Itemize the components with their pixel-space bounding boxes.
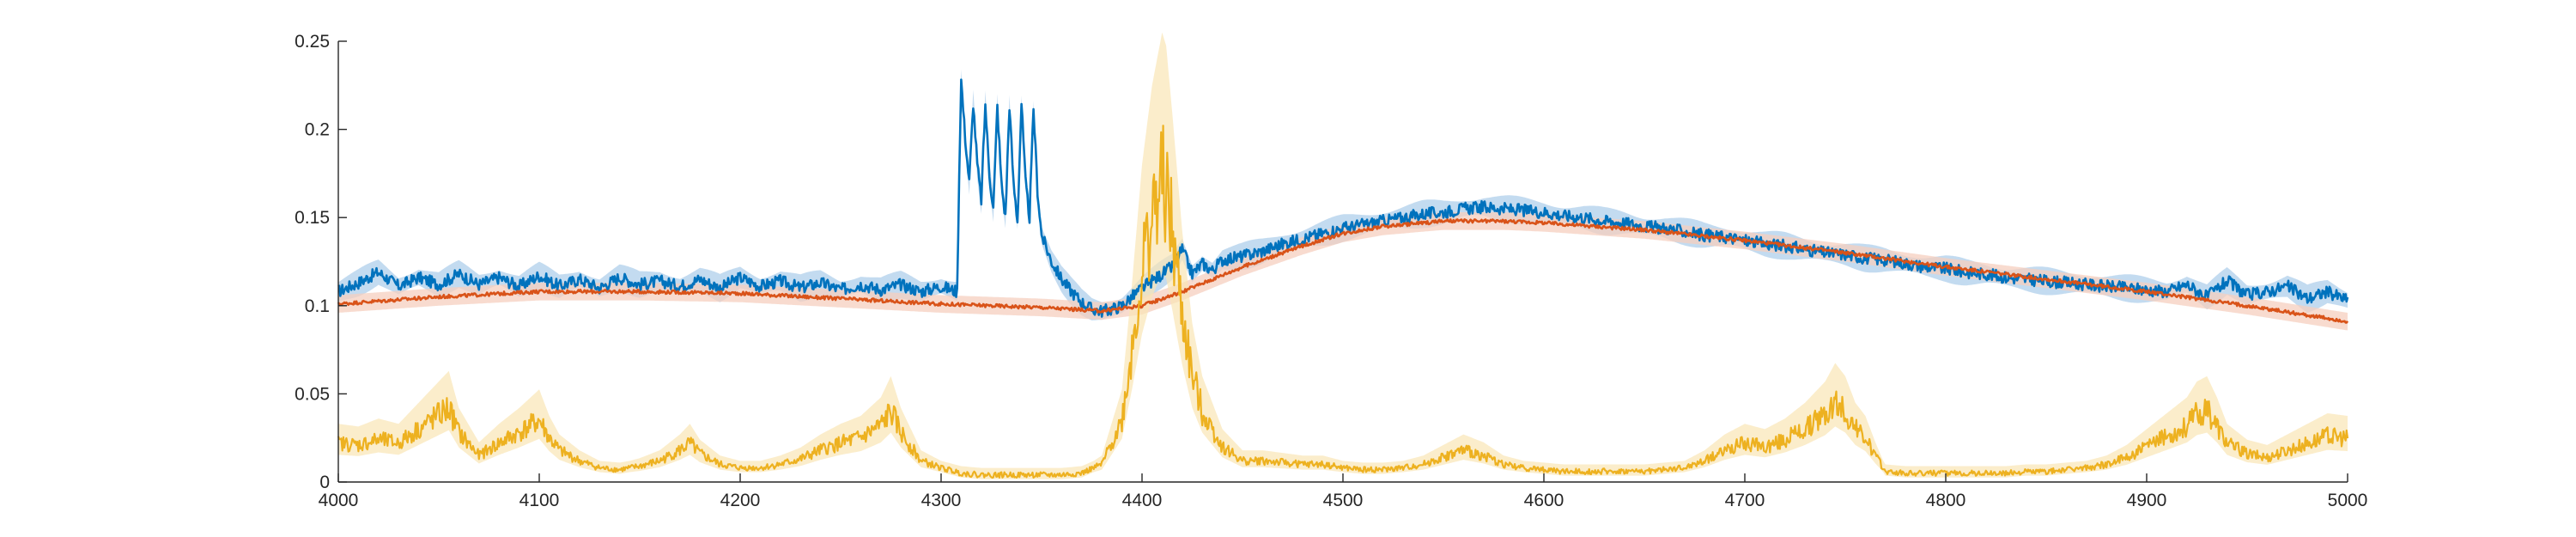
x-tick-label: 4100: [519, 491, 560, 510]
x-tick-label: 4600: [1524, 491, 1564, 510]
yellow-series-line: [337, 125, 2349, 479]
y-tick-label: 0.05: [295, 384, 330, 404]
x-tick-label: 4200: [720, 491, 761, 510]
yellow-series-band: [338, 32, 2348, 479]
x-tick-label: 4000: [319, 491, 359, 510]
blue-series-line: [337, 78, 2349, 318]
red-series-band: [338, 212, 2348, 331]
x-tick-label: 4500: [1323, 491, 1364, 510]
y-tick-label: 0.1: [305, 296, 330, 316]
x-tick-label: 4800: [1926, 491, 1966, 510]
y-tick-label: 0.15: [295, 208, 330, 228]
x-tick-label: 4400: [1122, 491, 1163, 510]
x-tick-label: 5000: [2328, 491, 2368, 510]
y-tick-label: 0: [319, 473, 330, 492]
series-lines: [337, 78, 2349, 479]
y-tick-label: 0.25: [295, 32, 330, 52]
red-series-line: [337, 218, 2349, 324]
x-tick-label: 4300: [921, 491, 962, 510]
y-tick-label: 0.2: [305, 120, 330, 140]
x-tick-label: 4700: [1725, 491, 1765, 510]
confidence-bands: [338, 32, 2348, 479]
axes: 4000 4100 4200 4300 4400 4500 4600 4700 4800 4900…: [295, 32, 2367, 510]
x-tick-label: 4900: [2127, 491, 2167, 510]
